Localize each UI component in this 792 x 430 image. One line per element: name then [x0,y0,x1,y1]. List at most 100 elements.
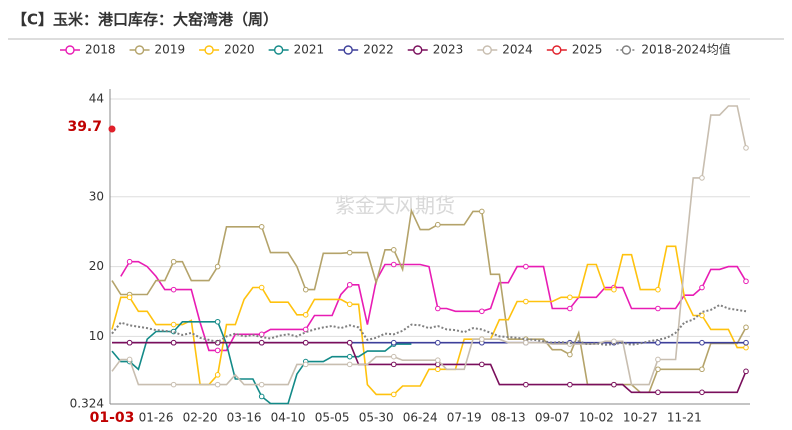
y-tick-label: 10 [89,329,104,343]
point [258,393,265,400]
point [699,366,705,373]
point [699,284,705,291]
legend-label: 2018 [85,43,116,57]
point [126,294,133,301]
point [435,305,441,312]
point [567,305,573,312]
point [214,372,221,378]
point [302,286,309,293]
point [435,339,441,346]
point [346,339,353,346]
point [655,305,661,312]
point [390,339,397,346]
point [567,381,573,388]
point [655,356,661,363]
legend-swatch-dot [273,45,284,55]
point [258,284,265,291]
point [523,263,529,270]
point [655,339,661,346]
point [435,366,441,373]
point [699,389,705,396]
point [258,223,265,230]
point [743,339,749,346]
point [170,381,177,388]
point [126,258,133,265]
point [435,221,441,228]
point [699,339,705,346]
series-line [120,260,747,352]
point [302,326,309,333]
point [611,338,617,345]
point [479,336,485,343]
x-tick-label: 09-07 [535,411,570,425]
point [346,281,353,288]
point [214,347,221,354]
x-tick-label: 05-05 [315,411,350,425]
legend-swatch-dot [413,45,423,55]
point [479,361,485,368]
point [214,381,221,388]
legend-label: 2022 [363,43,394,57]
point [743,278,749,285]
legend-label: 2025 [572,43,603,57]
point [611,381,617,388]
legend-label: 2023 [433,43,464,57]
point [390,261,397,268]
x-tick-label: 04-10 [271,411,306,425]
x-tick-label: 06-24 [403,411,438,425]
point [108,125,116,133]
legend-label: 2020 [224,43,255,57]
point [655,366,661,373]
legend-swatch-dot [134,45,145,55]
x-tick-label: 01-03 [90,410,135,426]
point [523,381,529,388]
x-tick-label: 02-20 [183,411,218,425]
x-tick-label: 05-30 [359,411,394,425]
point [302,311,309,318]
point [346,361,353,368]
x-tick-label: 07-19 [447,411,482,425]
point [346,301,353,308]
point [302,361,309,368]
point [743,368,749,375]
series-line [111,303,747,346]
point [567,351,573,358]
point [214,318,221,325]
y-tick-label: 44 [89,92,104,106]
y-tick-label: 20 [89,259,104,273]
x-tick-label: 01-26 [139,411,174,425]
point [743,344,749,351]
x-tick-label: 08-13 [491,411,526,425]
x-tick-label: 11-21 [667,411,702,425]
point [435,357,441,363]
point [390,247,397,253]
point [523,339,529,346]
legend-swatch-dot [204,45,214,55]
point [346,249,353,256]
legend-label: 2024 [502,43,533,57]
point [214,263,221,270]
legend-swatch-dot [343,45,353,55]
watermark: 紫金天风期货 [335,194,455,218]
point [390,361,397,368]
point [390,353,397,360]
legend-swatch-dot [552,45,562,55]
point [126,339,133,346]
point [743,145,749,151]
point [743,324,749,331]
value-label: 39.7 [67,119,102,135]
point [170,258,177,265]
x-tick-label: 03-16 [227,411,262,425]
point [258,331,265,338]
point [611,286,617,293]
point [170,286,177,293]
point [567,294,573,301]
point [479,308,485,315]
y-tick-label: 0.324 [70,397,104,411]
point [523,298,529,305]
point [170,321,177,328]
legend-swatch-dot [621,45,632,55]
chart-title: 【C】玉米：港口库存：大窑湾港（周） [12,11,278,29]
legend-swatch-dot [65,45,75,55]
